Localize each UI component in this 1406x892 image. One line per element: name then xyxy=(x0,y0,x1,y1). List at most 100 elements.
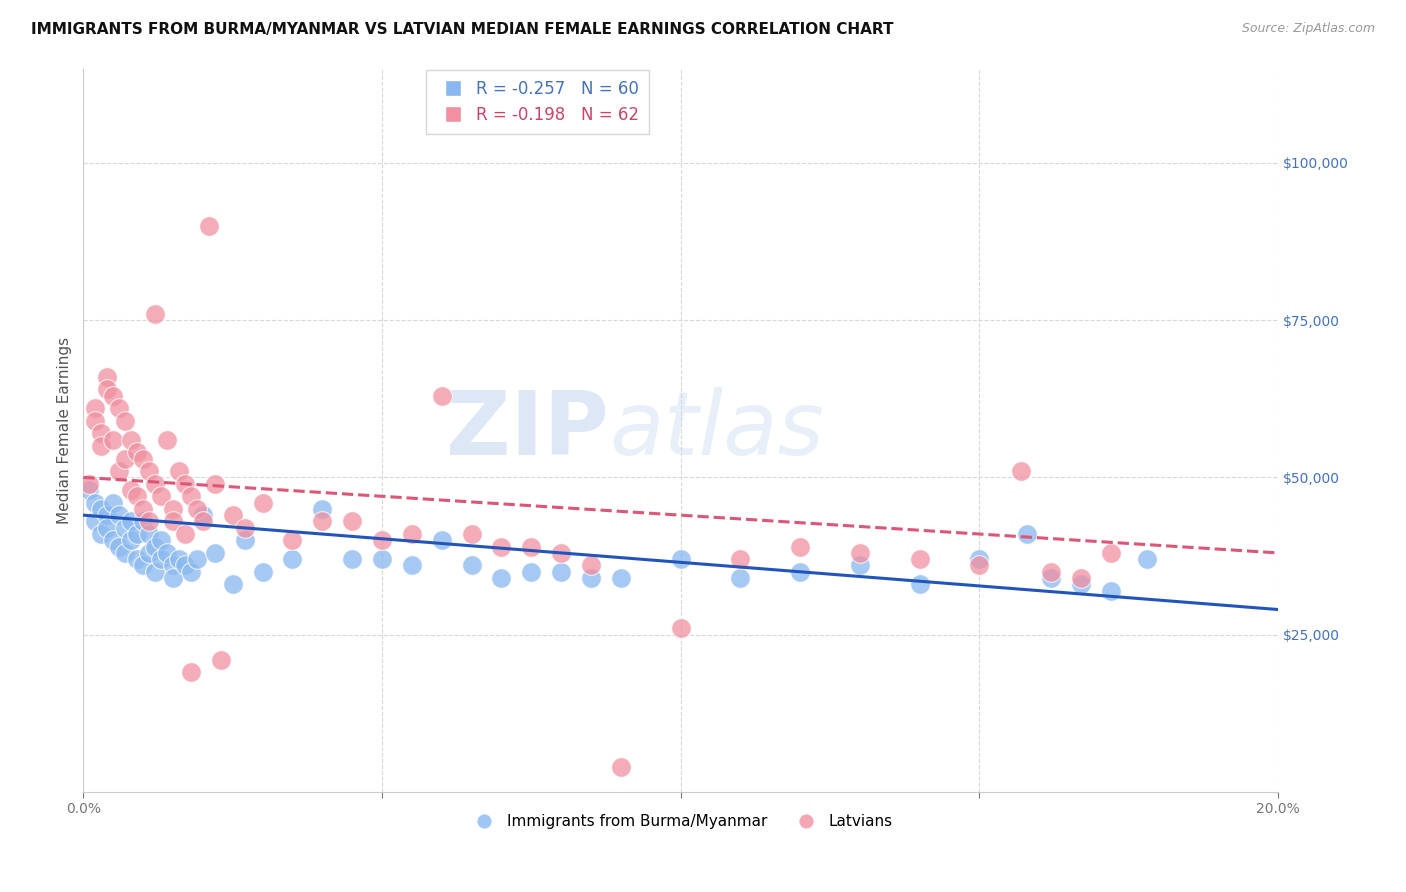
Point xyxy=(180,665,202,680)
Point xyxy=(371,533,394,548)
Point xyxy=(1010,464,1032,478)
Point xyxy=(149,489,172,503)
Point xyxy=(311,515,333,529)
Point xyxy=(460,527,482,541)
Point xyxy=(460,558,482,573)
Point xyxy=(84,401,107,416)
Point xyxy=(120,533,142,548)
Point xyxy=(156,433,179,447)
Point xyxy=(96,382,118,396)
Point xyxy=(149,533,172,548)
Y-axis label: Median Female Earnings: Median Female Earnings xyxy=(58,336,72,524)
Point xyxy=(138,546,160,560)
Point xyxy=(730,571,752,585)
Point xyxy=(191,515,214,529)
Point xyxy=(167,464,190,478)
Point xyxy=(101,389,124,403)
Point xyxy=(669,621,692,635)
Point xyxy=(669,552,692,566)
Point xyxy=(77,483,100,497)
Point xyxy=(173,476,195,491)
Point xyxy=(101,533,124,548)
Point xyxy=(77,476,100,491)
Point xyxy=(221,508,243,523)
Point xyxy=(125,527,148,541)
Text: ZIP: ZIP xyxy=(446,387,609,474)
Point xyxy=(252,495,274,509)
Point xyxy=(125,489,148,503)
Point xyxy=(281,533,304,548)
Point xyxy=(132,451,155,466)
Point xyxy=(1017,527,1039,541)
Point xyxy=(84,414,107,428)
Point xyxy=(143,476,166,491)
Point xyxy=(520,565,543,579)
Point xyxy=(162,571,184,585)
Point xyxy=(114,414,136,428)
Point xyxy=(1099,583,1122,598)
Point xyxy=(430,533,453,548)
Point xyxy=(143,307,166,321)
Point xyxy=(579,558,602,573)
Point xyxy=(138,515,160,529)
Point xyxy=(101,433,124,447)
Point xyxy=(969,558,991,573)
Text: atlas: atlas xyxy=(609,387,824,474)
Point xyxy=(114,451,136,466)
Point xyxy=(579,571,602,585)
Point xyxy=(1099,546,1122,560)
Point xyxy=(1136,552,1159,566)
Point xyxy=(191,508,214,523)
Point xyxy=(233,533,256,548)
Point xyxy=(90,501,112,516)
Point xyxy=(156,546,179,560)
Point xyxy=(101,495,124,509)
Point xyxy=(120,433,142,447)
Point xyxy=(90,426,112,441)
Point xyxy=(167,552,190,566)
Point xyxy=(96,521,118,535)
Point xyxy=(132,501,155,516)
Point xyxy=(180,565,202,579)
Point xyxy=(491,540,513,554)
Point xyxy=(108,540,131,554)
Point xyxy=(371,552,394,566)
Point xyxy=(209,653,232,667)
Text: Source: ZipAtlas.com: Source: ZipAtlas.com xyxy=(1241,22,1375,36)
Point xyxy=(84,495,107,509)
Point xyxy=(162,501,184,516)
Legend: Immigrants from Burma/Myanmar, Latvians: Immigrants from Burma/Myanmar, Latvians xyxy=(463,808,898,835)
Point xyxy=(108,401,131,416)
Point xyxy=(143,565,166,579)
Point xyxy=(132,558,155,573)
Point xyxy=(908,552,931,566)
Point xyxy=(114,546,136,560)
Point xyxy=(610,571,633,585)
Text: IMMIGRANTS FROM BURMA/MYANMAR VS LATVIAN MEDIAN FEMALE EARNINGS CORRELATION CHAR: IMMIGRANTS FROM BURMA/MYANMAR VS LATVIAN… xyxy=(31,22,893,37)
Point xyxy=(138,527,160,541)
Point xyxy=(311,501,333,516)
Point xyxy=(162,558,184,573)
Point xyxy=(162,515,184,529)
Point xyxy=(1040,571,1063,585)
Point xyxy=(173,558,195,573)
Point xyxy=(108,464,131,478)
Point xyxy=(401,527,423,541)
Point xyxy=(186,501,208,516)
Point xyxy=(132,515,155,529)
Point xyxy=(125,552,148,566)
Point xyxy=(789,565,811,579)
Point xyxy=(401,558,423,573)
Point xyxy=(90,439,112,453)
Point xyxy=(180,489,202,503)
Point xyxy=(789,540,811,554)
Point xyxy=(143,540,166,554)
Point xyxy=(1070,577,1092,591)
Point xyxy=(252,565,274,579)
Point xyxy=(849,558,872,573)
Point xyxy=(114,521,136,535)
Point xyxy=(1040,565,1063,579)
Point xyxy=(520,540,543,554)
Point xyxy=(84,515,107,529)
Point xyxy=(186,552,208,566)
